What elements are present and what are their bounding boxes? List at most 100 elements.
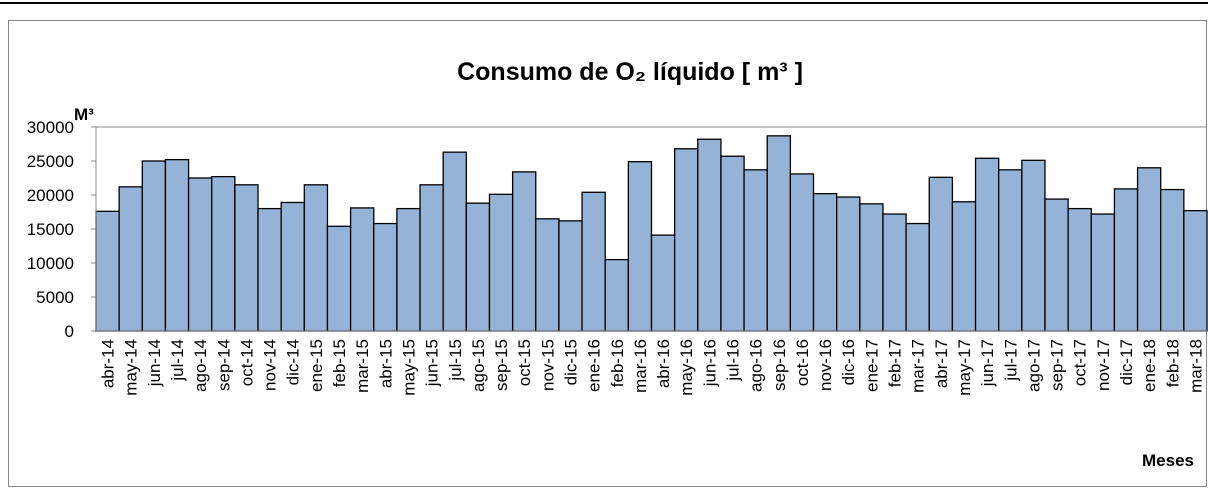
x-tick-label: jun-15 [423,339,442,387]
bar [998,169,1023,332]
x-tick-label: mar-18 [1186,339,1205,393]
bar [1021,159,1046,332]
bar [211,175,236,332]
bar [1090,213,1116,332]
x-tick-label: feb-15 [330,339,349,387]
x-tick-label: ene-16 [585,339,604,392]
bar [187,177,213,332]
bar [766,135,792,332]
x-tick-label: ene-15 [307,339,326,392]
bar [511,171,537,332]
x-tick-label: sep-15 [492,339,511,391]
bar [1044,198,1069,332]
x-tick-label: nov-15 [538,339,557,391]
y-tick-label: 20000 [27,186,74,205]
x-tick-label: ago-17 [1024,339,1043,392]
y-tick-label: 10000 [27,254,74,273]
x-tick-label: abr-17 [932,339,951,388]
bar [257,207,282,332]
bar [743,169,768,332]
x-tick-label: jun-17 [978,339,997,387]
x-tick-label: nov-14 [261,339,280,391]
x-tick-label: ene-17 [862,339,881,392]
y-tick-label: 0 [65,322,74,341]
x-tick-label: jun-16 [700,339,719,387]
bar [303,184,329,332]
bar [1160,188,1185,332]
x-tick-label: ago-15 [469,339,488,392]
bar [280,201,305,332]
x-tick-label: oct-16 [793,339,812,386]
x-tick-label: may-15 [399,339,418,396]
chart-title: Consumo de O₂ líquido [ m³ ] [457,58,803,86]
x-tick-label: dic-14 [284,339,303,385]
x-tick-label: abr-14 [99,339,118,388]
x-tick-label: mar-15 [353,339,372,393]
x-tick-label: jul-15 [446,339,465,382]
bar [558,220,583,332]
bar [974,157,1000,332]
bar [1113,188,1139,332]
bar [627,161,653,332]
y-tick-label: 15000 [27,220,74,239]
x-tick-label: feb-18 [1163,339,1182,387]
bar [951,201,977,332]
x-tick-label: mar-17 [909,339,928,393]
bar [812,192,838,332]
bar [396,207,421,332]
x-tick-label: dic-16 [839,339,858,385]
bar [373,222,398,332]
bar [650,234,676,332]
bar [789,173,815,332]
bar [1183,209,1208,332]
bar [928,176,954,332]
bar [836,196,861,332]
x-tick-label: dic-17 [1117,339,1136,385]
bar [234,184,259,332]
x-tick-label: ene-18 [1140,339,1159,392]
y-tick-label: 25000 [27,152,74,171]
x-tick-label: mar-16 [631,339,650,393]
bar [326,225,352,332]
x-tick-label: dic-15 [561,339,580,385]
x-tick-label: ago-16 [747,339,766,392]
x-tick-label: sep-17 [1048,339,1067,391]
x-tick-label: abr-15 [376,339,395,388]
x-tick-label: may-14 [122,339,141,396]
bar [882,213,907,332]
bar [442,151,467,332]
bar [349,207,375,332]
x-tick-label: nov-17 [1094,339,1113,391]
bar [535,218,560,332]
bar [905,222,930,332]
bar [488,193,514,332]
x-tick-label: jul-17 [1001,339,1020,382]
bar [141,160,167,332]
x-tick-label: sep-16 [770,339,789,391]
x-tick-label: jul-16 [724,339,743,382]
y-tick-label: 5000 [36,288,74,307]
x-tick-label: jun-14 [145,339,164,387]
bar [465,202,491,332]
x-tick-label: may-17 [955,339,974,396]
x-tick-label: ago-14 [191,339,210,392]
x-tick-label: sep-14 [214,339,233,391]
x-tick-label: oct-14 [237,339,256,386]
bar [581,191,606,332]
x-tick-label: oct-17 [1071,339,1090,386]
bar [604,258,630,332]
x-tick-label: abr-16 [654,339,673,388]
y-axis-label: M³ [74,105,94,124]
bar [1136,167,1162,332]
x-tick-label: may-16 [677,339,696,396]
bar [164,158,190,332]
bar [720,155,745,332]
bar [859,203,884,332]
x-tick-label: jul-14 [168,339,187,382]
bar [673,148,699,332]
bar [419,184,444,332]
bar [95,210,120,332]
x-tick-label: nov-16 [816,339,835,391]
x-tick-label: oct-15 [515,339,534,386]
